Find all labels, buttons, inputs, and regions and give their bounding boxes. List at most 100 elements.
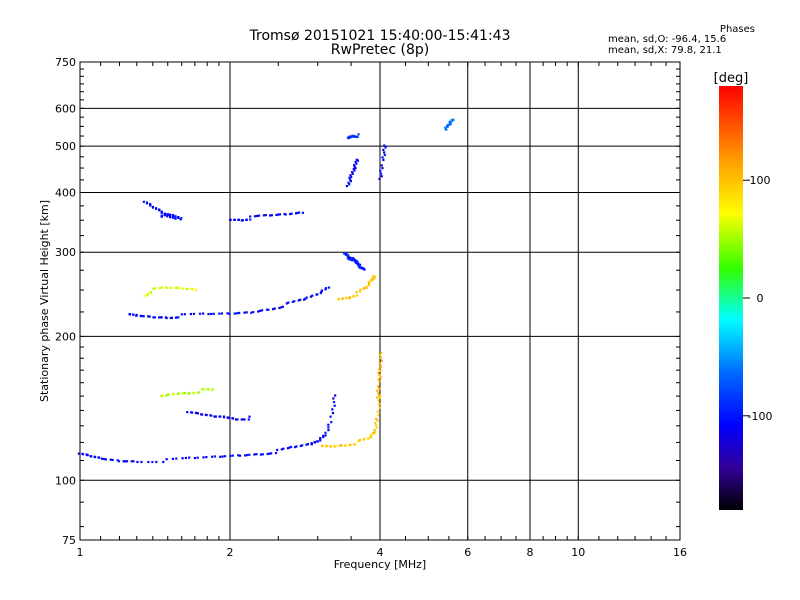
data-point [248, 415, 251, 418]
data-point [176, 316, 179, 319]
data-point [159, 316, 162, 319]
data-point [211, 455, 214, 458]
tick-layer: 1 2 4 6 8 10 16 75 100 200 300 400 500 600 750 Frequenc… [38, 56, 687, 571]
data-point [191, 288, 194, 291]
data-point [157, 287, 161, 290]
data-point [183, 313, 186, 316]
data-point [240, 418, 243, 421]
data-point [270, 214, 273, 217]
data-point [358, 438, 362, 442]
data-point [132, 460, 135, 463]
chart-title: Tromsø 20151021 15:40:00-15:41:43 [249, 28, 511, 44]
data-point [238, 454, 242, 457]
data-point [299, 298, 302, 301]
data-point [210, 414, 213, 417]
data-point [290, 212, 293, 215]
data-point [162, 460, 165, 464]
data-point [188, 392, 191, 395]
x-tick-label: 16 [673, 546, 687, 559]
data-point [383, 151, 386, 154]
data-point [371, 431, 375, 434]
data-point [212, 312, 215, 315]
data-point [345, 184, 348, 188]
data-point [262, 214, 265, 217]
y-tick-label: 200 [55, 330, 76, 343]
colorbar-tick-label: 0 [757, 292, 764, 305]
data-point [196, 412, 199, 415]
data-point [276, 448, 279, 452]
data-point [355, 291, 358, 294]
data-point [97, 456, 101, 459]
data-point [265, 308, 269, 311]
data-point [289, 212, 292, 216]
data-point [200, 413, 204, 416]
data-point [148, 315, 151, 318]
data-point [371, 277, 374, 280]
x-tick-label: 4 [377, 546, 384, 559]
phase-annotation-x: mean, sd,X: 79.8, 21.1 [608, 45, 722, 56]
data-point [213, 455, 217, 458]
data-point [354, 161, 357, 164]
trace-13 [444, 118, 455, 131]
data-point [367, 437, 370, 440]
data-point [353, 260, 357, 263]
data-point [139, 314, 142, 318]
data-point [231, 454, 234, 457]
data-point [130, 460, 133, 463]
data-point [286, 447, 290, 450]
data-point [269, 214, 272, 217]
data-point [374, 424, 378, 427]
data-point [86, 454, 89, 457]
data-point [293, 300, 296, 303]
data-point [285, 302, 288, 305]
data-point [170, 316, 173, 319]
data-point [349, 180, 352, 183]
data-point [174, 316, 178, 319]
data-point [324, 287, 328, 290]
data-point [384, 146, 387, 149]
data-point [301, 211, 305, 214]
data-point [275, 213, 278, 217]
data-point [260, 309, 264, 312]
data-point [255, 214, 259, 218]
data-point [380, 359, 383, 362]
trace-3 [128, 286, 331, 320]
data-point [90, 455, 93, 458]
data-point [135, 314, 138, 317]
data-point [149, 204, 152, 207]
data-point [207, 388, 210, 391]
data-point [445, 124, 449, 127]
data-point [376, 389, 379, 393]
data-point [313, 440, 316, 444]
data-point [319, 439, 322, 442]
data-point [111, 458, 114, 462]
data-point [160, 316, 163, 319]
data-point [376, 410, 379, 413]
data-point [271, 308, 275, 311]
data-point [282, 447, 285, 450]
y-axis-label: Stationary phase Virtual Height [km] [38, 200, 51, 402]
data-point [152, 316, 155, 319]
data-point [231, 417, 235, 420]
data-point [157, 316, 161, 319]
trace-2 [376, 351, 383, 399]
trace-15 [142, 200, 177, 220]
data-point [143, 294, 146, 297]
data-point [248, 453, 251, 456]
data-point [280, 448, 283, 451]
data-point [165, 458, 168, 461]
y-tick-label: 500 [55, 140, 76, 153]
data-point [160, 211, 163, 215]
data-point [354, 135, 357, 138]
data-point [81, 453, 85, 456]
data-point [202, 388, 206, 391]
data-point [197, 391, 201, 394]
data-point [257, 214, 261, 217]
data-point [379, 356, 382, 359]
data-point [229, 454, 232, 458]
data-point [214, 415, 217, 418]
data-point [452, 118, 455, 121]
data-point [149, 291, 153, 294]
data-point [249, 218, 252, 221]
trace-7 [143, 286, 198, 297]
